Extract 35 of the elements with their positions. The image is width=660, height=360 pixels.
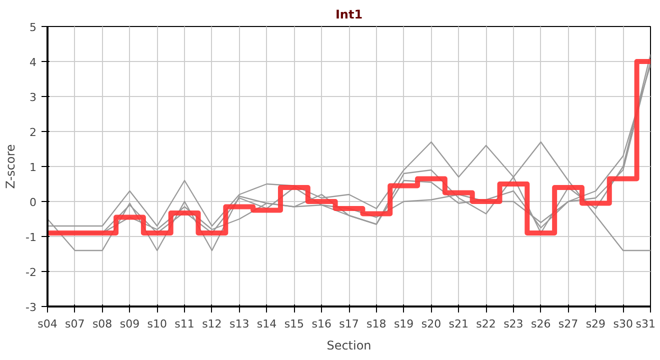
x-tick-label: s17 [339,318,359,330]
x-tick-label: s31 [636,318,656,330]
x-tick-label: s22 [476,318,496,330]
x-tick-label: s20 [421,318,442,330]
x-tick-label: s23 [504,318,524,330]
x-tick-label: s18 [366,318,386,330]
x-tick-label: s21 [448,318,469,330]
x-tick-label: s19 [394,318,414,330]
x-tick-label: s12 [202,318,222,330]
y-tick-label: -2 [26,266,36,279]
chart-title: Int1 [335,8,363,22]
x-tick-label: s07 [65,318,85,330]
y-tick-label: -1 [26,231,36,244]
x-tick-label: s30 [613,318,633,330]
x-tick-label: s11 [174,318,194,330]
x-tick-label: s08 [92,318,112,330]
x-tick-label: s09 [120,318,140,330]
y-tick-label: 2 [30,126,36,139]
x-tick-label: s10 [147,318,168,330]
x-tick-label: s29 [586,318,606,330]
y-tick-label: 1 [30,161,36,174]
x-tick-label: s04 [38,318,58,330]
y-tick-label: 4 [30,56,36,69]
x-axis-title: Section [326,338,372,352]
y-tick-label: 0 [30,196,36,209]
y-axis-title: Z-score [4,144,18,189]
x-tick-label: s27 [558,318,578,330]
x-tick-label: s15 [284,318,304,330]
x-tick-label: s14 [256,318,277,330]
x-tick-label: s16 [312,318,332,330]
y-tick-label: -3 [26,301,36,314]
x-tick-label: s13 [230,318,250,330]
x-tick-label: s26 [531,318,551,330]
y-tick-label: 3 [30,91,36,104]
y-tick-label: 5 [30,21,36,34]
